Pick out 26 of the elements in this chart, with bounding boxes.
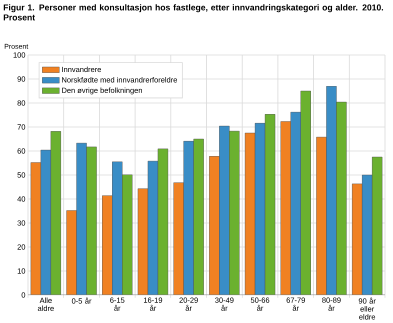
bar	[158, 148, 168, 295]
bar	[183, 140, 194, 295]
bar	[316, 136, 327, 295]
bar	[209, 156, 220, 295]
bar	[336, 102, 347, 295]
bar	[372, 156, 382, 295]
bar	[254, 122, 266, 295]
chart-title: Figur 1. Personer med konsultasjon hos fastlege, etter innvandringskategori og alder. 2010. Prosent	[4, 4, 384, 20]
bar	[300, 90, 311, 295]
bar	[122, 174, 132, 295]
bar	[86, 146, 97, 295]
bar	[173, 182, 184, 295]
bar	[229, 130, 240, 295]
bar	[112, 162, 122, 295]
bar	[50, 131, 62, 295]
bar	[362, 174, 372, 295]
bar	[352, 184, 362, 295]
bar	[264, 114, 276, 295]
bar	[102, 195, 112, 295]
bar	[290, 112, 301, 295]
bar	[280, 121, 291, 295]
bar	[40, 150, 52, 295]
bar	[193, 138, 204, 295]
bar	[219, 126, 230, 295]
bar	[326, 86, 337, 295]
bar	[30, 162, 42, 295]
